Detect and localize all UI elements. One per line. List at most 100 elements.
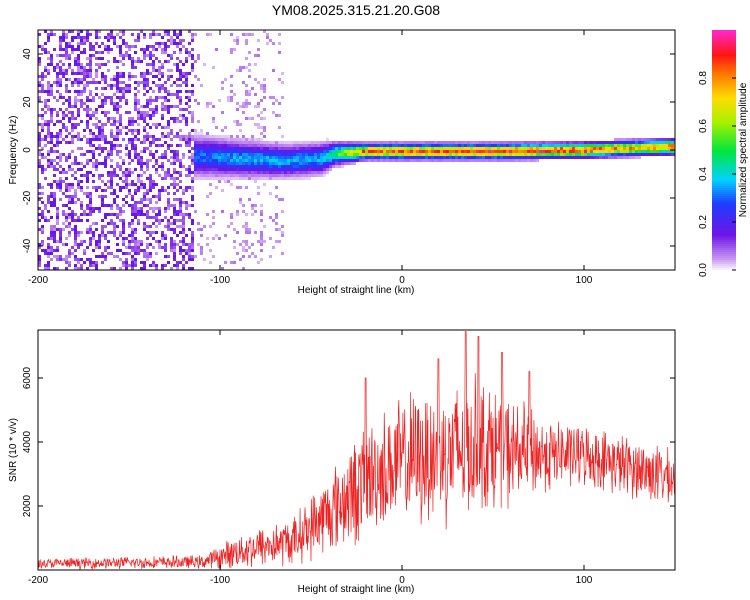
spectrogram-cell: [254, 147, 257, 150]
spectrogram-cell: [392, 153, 395, 156]
spectrogram-cell: [416, 147, 419, 150]
spectrogram-cell: [491, 144, 494, 147]
spectrogram-cell: [482, 144, 485, 147]
spectrogram-cell: [257, 144, 260, 147]
spectrogram-cell: [98, 240, 101, 243]
spectrogram-cell: [53, 234, 56, 237]
spectrogram-cell: [164, 87, 167, 90]
spectrogram-cell: [407, 147, 410, 150]
spectrogram-cell: [302, 147, 305, 150]
spectrogram-cell: [278, 102, 281, 105]
spectrogram-cell: [98, 186, 101, 189]
spectrogram-cell: [110, 135, 113, 138]
spectrogram-cell: [173, 243, 176, 246]
spectrogram-cell: [179, 261, 182, 264]
spectrogram-cell: [59, 69, 62, 72]
spectrogram-cell: [227, 168, 230, 171]
spectrogram-cell: [50, 138, 53, 141]
spectrogram-cell: [488, 153, 491, 156]
spectrogram-cell: [146, 72, 149, 75]
spectrogram-cell: [584, 144, 587, 147]
spectrogram-cell: [155, 108, 158, 111]
spectrogram-cell: [173, 252, 176, 255]
spectrogram-cell: [467, 153, 470, 156]
spectrogram-cell: [74, 177, 77, 180]
colorbar-band: [712, 164, 736, 167]
spectrogram-cell: [395, 159, 398, 162]
spectrogram-cell: [425, 150, 428, 153]
spectrogram-cell: [125, 186, 128, 189]
spectrogram-cell: [308, 171, 311, 174]
spectrogram-cell: [95, 69, 98, 72]
spectrogram-cell: [428, 141, 431, 144]
spectrogram-cell: [626, 150, 629, 153]
spectrogram-cell: [206, 147, 209, 150]
spectrogram-cell: [281, 159, 284, 162]
spectrogram-cell: [152, 33, 155, 36]
spectrogram-cell: [389, 144, 392, 147]
spectrogram-cell: [188, 99, 191, 102]
spectrogram-cell: [191, 189, 194, 192]
spectrogram-cell: [86, 96, 89, 99]
spectrogram-cell: [44, 105, 47, 108]
spectrogram-cell: [293, 150, 296, 153]
spectrogram-cell: [227, 147, 230, 150]
spectrogram-cell: [83, 240, 86, 243]
spectrogram-cell: [245, 159, 248, 162]
spectrogram-cell: [365, 141, 368, 144]
spectrogram-cell: [305, 150, 308, 153]
spectrogram-cell: [53, 180, 56, 183]
spectrogram-cell: [467, 159, 470, 162]
spectrogram-cell: [224, 135, 227, 138]
spectrogram-cell: [185, 123, 188, 126]
spectrogram-cell: [437, 156, 440, 159]
spectrogram-cell: [143, 267, 146, 270]
spectrogram-cell: [170, 36, 173, 39]
spectrogram-cell: [275, 153, 278, 156]
spectrogram-cell: [47, 243, 50, 246]
spectrogram-cell: [245, 225, 248, 228]
spectrogram-cell: [131, 195, 134, 198]
spectrogram-cell: [41, 45, 44, 48]
spectrogram-cell: [152, 186, 155, 189]
spectrogram-cell: [167, 105, 170, 108]
spectrogram-cell: [101, 219, 104, 222]
spectrogram-cell: [452, 147, 455, 150]
spectrogram-cell: [212, 105, 215, 108]
spectrogram-cell: [521, 144, 524, 147]
spectrogram-cell: [515, 159, 518, 162]
spectrogram-cell: [302, 159, 305, 162]
spectrogram-cell: [95, 111, 98, 114]
spectrogram-cell: [170, 237, 173, 240]
spectrogram-cell: [161, 108, 164, 111]
spectrogram-cell: [59, 93, 62, 96]
spectrogram-cell: [239, 174, 242, 177]
spectrogram-cell: [212, 156, 215, 159]
spectrogram-cell: [320, 150, 323, 153]
spectrogram-cell: [131, 45, 134, 48]
spectrogram-cell: [347, 141, 350, 144]
spectrogram-cell: [191, 111, 194, 114]
spectrogram-cell: [431, 144, 434, 147]
spectrogram-cell: [113, 171, 116, 174]
spectrogram-cell: [179, 72, 182, 75]
spectrogram-cell: [167, 54, 170, 57]
spectrogram-cell: [191, 237, 194, 240]
spectrogram-cell: [224, 171, 227, 174]
spectrogram-cell: [131, 132, 134, 135]
spectrogram-cell: [230, 138, 233, 141]
spectrogram-cell: [179, 219, 182, 222]
spectrogram-cell: [140, 117, 143, 120]
spectrogram-cell: [110, 144, 113, 147]
spectrogram-cell: [98, 243, 101, 246]
spectrogram-cell: [272, 171, 275, 174]
spectrogram-cell: [50, 192, 53, 195]
spectrogram-cell: [116, 165, 119, 168]
spectrogram-cell: [329, 162, 332, 165]
spectrogram-cell: [434, 150, 437, 153]
spectrogram-cell: [116, 33, 119, 36]
colorbar-band: [712, 78, 736, 81]
spectrogram-cell: [59, 141, 62, 144]
spectrogram-cell: [68, 264, 71, 267]
spectrogram-cell: [656, 141, 659, 144]
